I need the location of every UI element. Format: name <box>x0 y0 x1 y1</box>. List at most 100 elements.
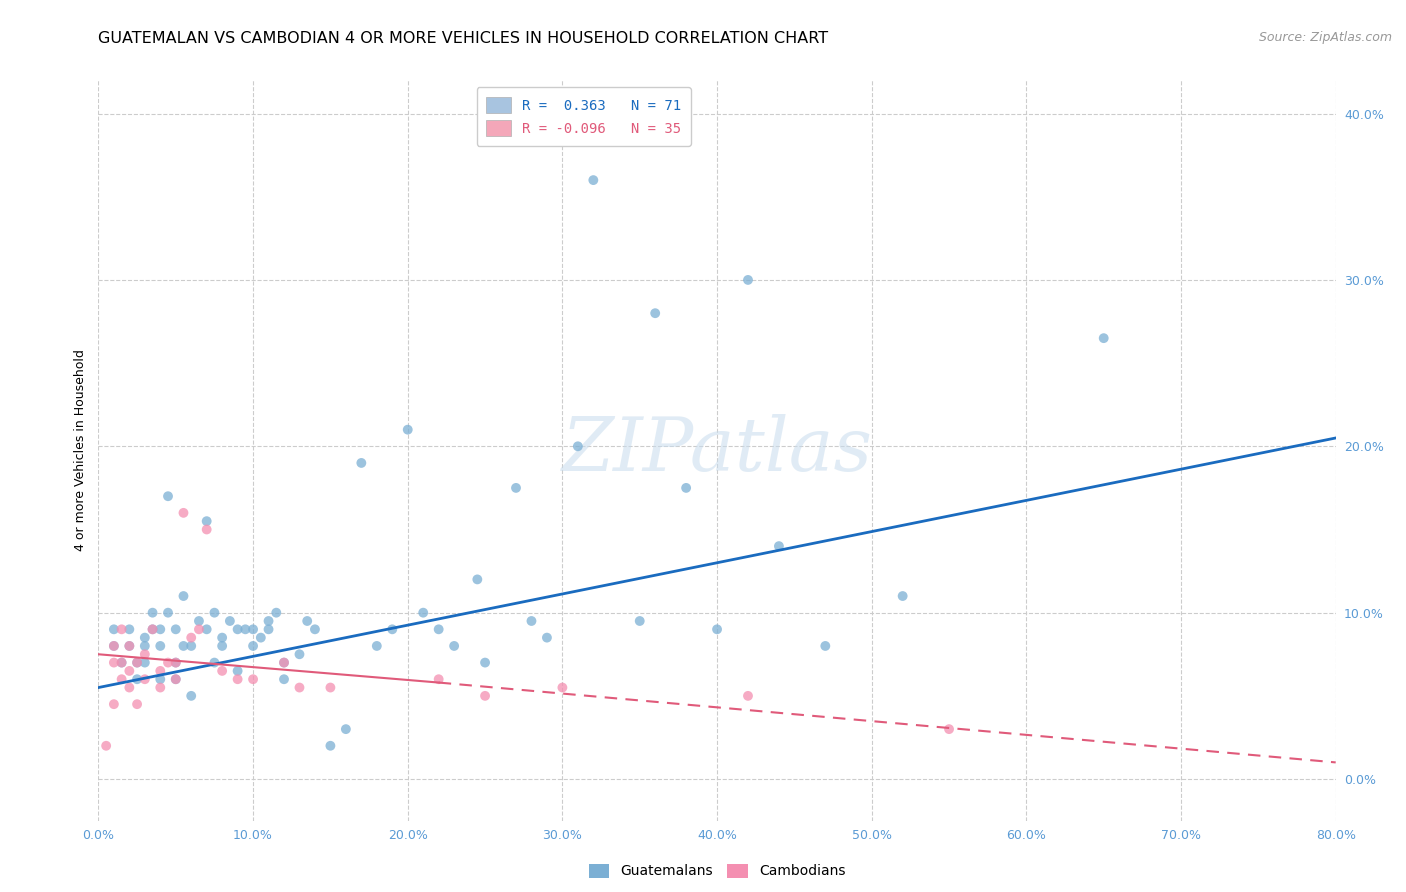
Point <box>536 631 558 645</box>
Point <box>149 672 172 686</box>
Point <box>226 623 249 637</box>
Point <box>257 623 280 637</box>
Point <box>103 623 125 637</box>
Y-axis label: 4 or more Vehicles in Household: 4 or more Vehicles in Household <box>75 350 87 551</box>
Point <box>103 639 125 653</box>
Point <box>142 623 165 637</box>
Point <box>319 681 342 695</box>
Point <box>165 656 187 670</box>
Point <box>204 606 226 620</box>
Point <box>127 656 149 670</box>
Point <box>127 656 149 670</box>
Point <box>195 523 218 537</box>
Point <box>173 639 195 653</box>
Point <box>814 639 837 653</box>
Point <box>118 681 141 695</box>
Point <box>582 173 605 187</box>
Point <box>165 672 187 686</box>
Point <box>242 639 264 653</box>
Point <box>675 481 697 495</box>
Point <box>396 423 419 437</box>
Point <box>118 664 141 678</box>
Text: ZIPatlas: ZIPatlas <box>561 414 873 487</box>
Point <box>118 623 141 637</box>
Point <box>266 606 288 620</box>
Point <box>211 631 233 645</box>
Point <box>474 689 496 703</box>
Point <box>319 739 342 753</box>
Point <box>103 639 125 653</box>
Point <box>195 623 218 637</box>
Point <box>288 681 311 695</box>
Point <box>381 623 404 637</box>
Point <box>242 623 264 637</box>
Point <box>505 481 527 495</box>
Point <box>134 639 156 653</box>
Point <box>737 273 759 287</box>
Point <box>474 656 496 670</box>
Point <box>149 639 172 653</box>
Point <box>938 722 960 736</box>
Point <box>111 623 134 637</box>
Point <box>111 672 134 686</box>
Point <box>288 647 311 661</box>
Text: GUATEMALAN VS CAMBODIAN 4 OR MORE VEHICLES IN HOUSEHOLD CORRELATION CHART: GUATEMALAN VS CAMBODIAN 4 OR MORE VEHICL… <box>98 31 828 46</box>
Point <box>127 697 149 711</box>
Point <box>149 623 172 637</box>
Point <box>273 656 295 670</box>
Point <box>165 656 187 670</box>
Point <box>412 606 434 620</box>
Point <box>891 589 914 603</box>
Point <box>467 573 489 587</box>
Point <box>149 664 172 678</box>
Point <box>257 614 280 628</box>
Point <box>118 639 141 653</box>
Point <box>149 681 172 695</box>
Point <box>235 623 257 637</box>
Point <box>304 623 326 637</box>
Point <box>273 672 295 686</box>
Point <box>427 672 450 686</box>
Point <box>520 614 543 628</box>
Point <box>142 623 165 637</box>
Point <box>242 672 264 686</box>
Point <box>551 681 574 695</box>
Point <box>737 689 759 703</box>
Point <box>173 589 195 603</box>
Point <box>1092 331 1115 345</box>
Point <box>273 656 295 670</box>
Point <box>226 664 249 678</box>
Point <box>127 672 149 686</box>
Point <box>706 623 728 637</box>
Point <box>211 639 233 653</box>
Point <box>768 539 790 553</box>
Point <box>250 631 273 645</box>
Point <box>188 623 211 637</box>
Point <box>134 631 156 645</box>
Point <box>211 664 233 678</box>
Point <box>180 639 202 653</box>
Point <box>134 647 156 661</box>
Point <box>628 614 651 628</box>
Legend: Guatemalans, Cambodians: Guatemalans, Cambodians <box>583 858 851 884</box>
Point <box>103 697 125 711</box>
Point <box>427 623 450 637</box>
Point <box>180 689 202 703</box>
Point <box>204 656 226 670</box>
Point <box>335 722 357 736</box>
Point <box>111 656 134 670</box>
Point <box>165 623 187 637</box>
Point <box>195 514 218 528</box>
Point <box>118 639 141 653</box>
Point <box>297 614 319 628</box>
Point <box>96 739 118 753</box>
Point <box>567 439 589 453</box>
Point <box>188 614 211 628</box>
Point <box>173 506 195 520</box>
Point <box>157 656 180 670</box>
Point <box>180 631 202 645</box>
Point <box>103 656 125 670</box>
Point <box>157 606 180 620</box>
Point <box>443 639 465 653</box>
Point <box>134 672 156 686</box>
